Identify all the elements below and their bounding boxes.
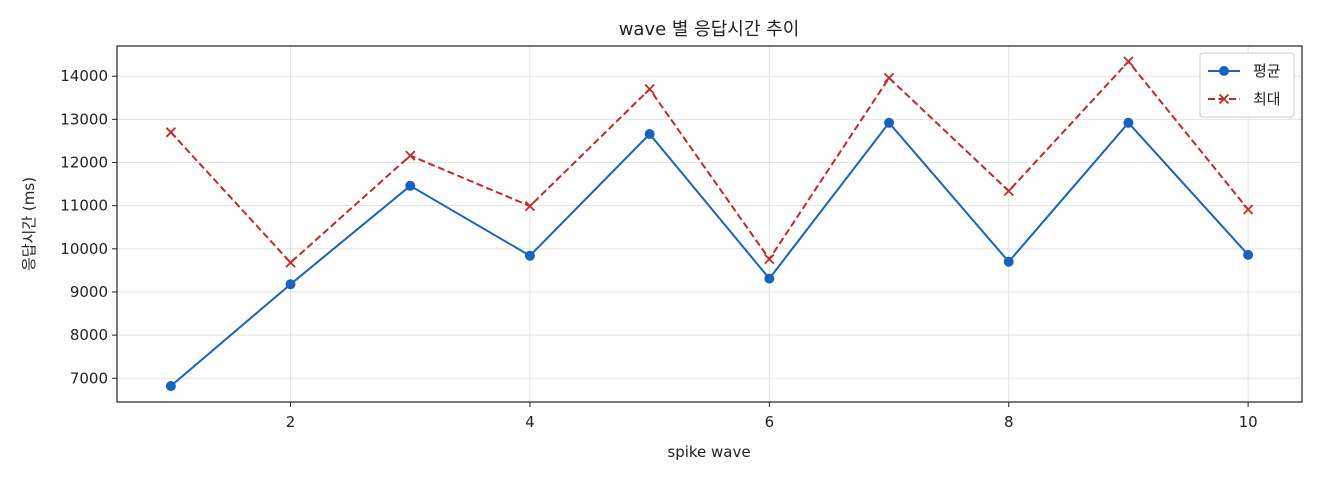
x-tick-label: 8 bbox=[1004, 413, 1014, 431]
series-layer bbox=[165, 56, 1254, 392]
data-point bbox=[285, 279, 296, 290]
y-tick-label: 10000 bbox=[60, 240, 108, 258]
series-line bbox=[170, 121, 1249, 387]
y-tick-label: 9000 bbox=[70, 283, 108, 301]
data-point bbox=[285, 257, 296, 268]
data-point bbox=[1243, 204, 1254, 215]
series-line bbox=[170, 60, 1249, 264]
x-tick-label: 2 bbox=[286, 413, 296, 431]
x-tick-label: 6 bbox=[765, 413, 775, 431]
series-1 bbox=[165, 117, 1254, 392]
x-tick-label: 4 bbox=[525, 413, 535, 431]
data-point bbox=[764, 254, 775, 265]
data-point bbox=[1123, 56, 1134, 67]
data-point bbox=[884, 117, 895, 128]
data-point bbox=[644, 84, 655, 95]
data-point bbox=[1003, 256, 1014, 267]
data-point bbox=[1123, 117, 1134, 128]
data-point bbox=[165, 381, 176, 392]
x-axis-label: spike wave bbox=[667, 443, 750, 461]
y-tick-label: 7000 bbox=[70, 369, 108, 387]
legend-item: 평균 bbox=[1208, 62, 1281, 80]
plot-frame bbox=[116, 45, 1303, 403]
data-point bbox=[524, 200, 536, 212]
series-2 bbox=[165, 56, 1254, 268]
grid bbox=[117, 46, 1302, 402]
legend-marker bbox=[1219, 66, 1229, 76]
legend-marker bbox=[1218, 93, 1230, 105]
ticks: 2 4 6 8 10 7000 8000 9000 10000 11000 12000 13000 14… bbox=[60, 67, 1257, 431]
data-point bbox=[883, 72, 895, 84]
legend-item: 최대 bbox=[1208, 90, 1281, 108]
y-tick-label: 14000 bbox=[60, 67, 108, 85]
legend-label: 최대 bbox=[1253, 90, 1281, 108]
x-tick-label: 10 bbox=[1239, 413, 1258, 431]
chart-title: wave 별 응답시간 추이 bbox=[619, 19, 800, 40]
legend-label: 평균 bbox=[1253, 62, 1281, 80]
y-tick-label: 13000 bbox=[60, 110, 108, 128]
y-tick-label: 12000 bbox=[60, 154, 108, 172]
data-point bbox=[405, 150, 416, 161]
data-point bbox=[405, 180, 416, 191]
data-point bbox=[644, 129, 655, 140]
data-point bbox=[1243, 249, 1254, 260]
y-tick-label: 8000 bbox=[70, 326, 108, 344]
data-point bbox=[764, 273, 775, 284]
data-point bbox=[165, 127, 177, 138]
data-point bbox=[1003, 185, 1014, 197]
y-tick-label: 11000 bbox=[60, 197, 108, 215]
y-axis-label: 응답시간 (ms) bbox=[20, 177, 38, 271]
data-point bbox=[524, 250, 535, 261]
